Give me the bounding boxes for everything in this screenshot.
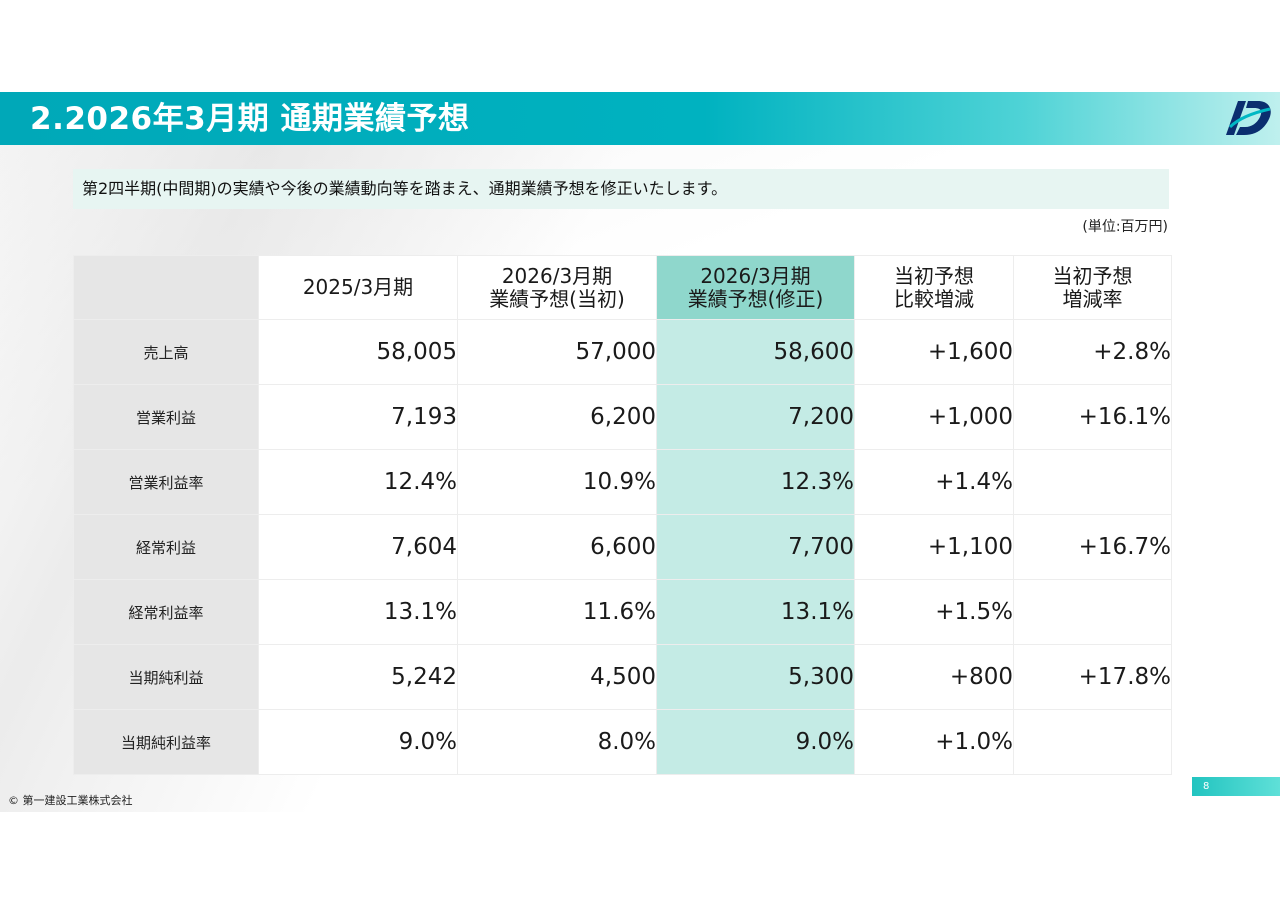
cell-initial-forecast: 57,000	[457, 319, 657, 385]
cell-change: +800	[854, 644, 1014, 710]
company-logo-icon	[1226, 101, 1271, 135]
title-band	[0, 92, 1280, 145]
cell-fy2025: 5,242	[258, 644, 458, 710]
unit-label: (単位:百万円)	[1082, 219, 1168, 235]
cell-revised-forecast: 5,300	[656, 644, 855, 710]
header-initial-forecast: 2026/3月期 業績予想(当初)	[457, 255, 657, 320]
table-row: 経常利益 7,604 6,600 7,700 +1,100 +16.7%	[73, 514, 1172, 580]
table-row: 当期純利益 5,242 4,500 5,300 +800 +17.8%	[73, 644, 1172, 710]
header-fy2025: 2025/3月期	[258, 255, 458, 320]
page-number: 8	[1203, 781, 1210, 792]
cell-initial-forecast: 11.6%	[457, 579, 657, 645]
cell-fy2025: 7,604	[258, 514, 458, 580]
note-text: 第2四半期(中間期)の実績や今後の業績動向等を踏まえ、通期業績予想を修正いたしま…	[82, 179, 728, 198]
cell-fy2025: 12.4%	[258, 449, 458, 515]
note-bar	[73, 169, 1169, 209]
cell-change-rate: +2.8%	[1013, 319, 1172, 385]
cell-change-rate: +16.1%	[1013, 384, 1172, 450]
header-change-vs-initial: 当初予想 比較増減	[854, 255, 1014, 320]
header-revised-forecast: 2026/3月期 業績予想(修正)	[656, 255, 855, 320]
cell-fy2025: 9.0%	[258, 709, 458, 775]
cell-fy2025: 13.1%	[258, 579, 458, 645]
table-row: 売上高 58,005 57,000 58,600 +1,600 +2.8%	[73, 319, 1172, 385]
row-label: 経常利益率	[73, 579, 259, 645]
table-row: 経常利益率 13.1% 11.6% 13.1% +1.5%	[73, 579, 1172, 645]
cell-initial-forecast: 6,600	[457, 514, 657, 580]
cell-initial-forecast: 4,500	[457, 644, 657, 710]
cell-revised-forecast: 7,700	[656, 514, 855, 580]
cell-fy2025: 58,005	[258, 319, 458, 385]
row-label: 当期純利益率	[73, 709, 259, 775]
cell-change: +1,000	[854, 384, 1014, 450]
cell-fy2025: 7,193	[258, 384, 458, 450]
cell-change-rate	[1013, 579, 1172, 645]
table-row: 営業利益 7,193 6,200 7,200 +1,000 +16.1%	[73, 384, 1172, 450]
cell-change-rate	[1013, 449, 1172, 515]
cell-initial-forecast: 10.9%	[457, 449, 657, 515]
page-title: 2.2026年3月期 通期業績予想	[30, 101, 470, 137]
cell-change: +1,100	[854, 514, 1014, 580]
cell-change: +1.0%	[854, 709, 1014, 775]
row-label: 営業利益	[73, 384, 259, 450]
cell-change: +1,600	[854, 319, 1014, 385]
cell-revised-forecast: 12.3%	[656, 449, 855, 515]
forecast-table: 2025/3月期 2026/3月期 業績予想(当初) 2026/3月期 業績予想(修…	[73, 255, 1172, 775]
row-label: 営業利益率	[73, 449, 259, 515]
cell-change-rate: +16.7%	[1013, 514, 1172, 580]
cell-initial-forecast: 8.0%	[457, 709, 657, 775]
header-corner	[73, 255, 259, 320]
header-change-rate: 当初予想 増減率	[1013, 255, 1172, 320]
cell-revised-forecast: 9.0%	[656, 709, 855, 775]
cell-revised-forecast: 7,200	[656, 384, 855, 450]
table-row: 当期純利益率 9.0% 8.0% 9.0% +1.0%	[73, 709, 1172, 775]
copyright: © 第一建設工業株式会社	[8, 794, 133, 807]
cell-revised-forecast: 13.1%	[656, 579, 855, 645]
table-row: 営業利益率 12.4% 10.9% 12.3% +1.4%	[73, 449, 1172, 515]
row-label: 当期純利益	[73, 644, 259, 710]
cell-revised-forecast: 58,600	[656, 319, 855, 385]
page-number-bar	[1192, 777, 1280, 796]
row-label: 経常利益	[73, 514, 259, 580]
cell-change-rate	[1013, 709, 1172, 775]
table-header-row: 2025/3月期 2026/3月期 業績予想(当初) 2026/3月期 業績予想(修…	[73, 255, 1172, 320]
cell-change: +1.4%	[854, 449, 1014, 515]
cell-change-rate: +17.8%	[1013, 644, 1172, 710]
cell-change: +1.5%	[854, 579, 1014, 645]
cell-initial-forecast: 6,200	[457, 384, 657, 450]
row-label: 売上高	[73, 319, 259, 385]
